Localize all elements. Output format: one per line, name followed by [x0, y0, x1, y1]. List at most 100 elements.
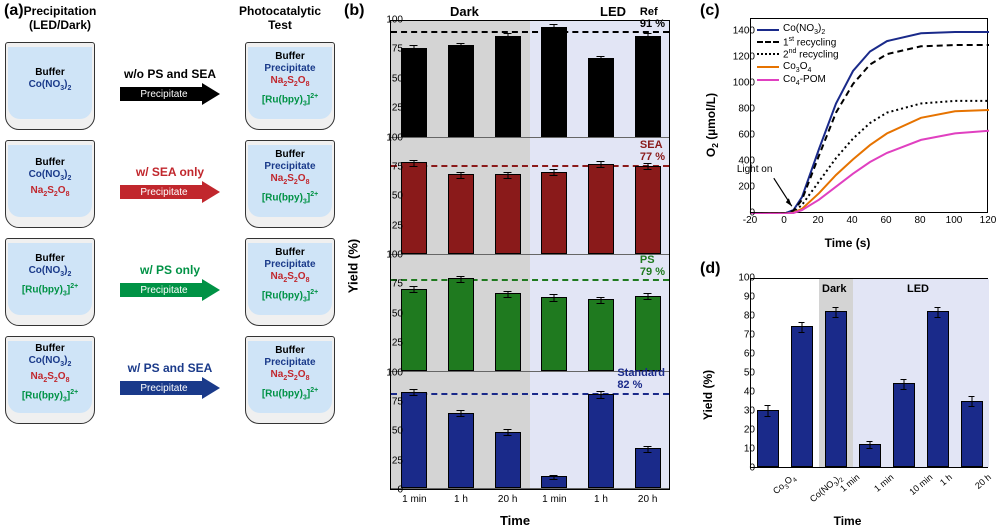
precipitate-arrow-icon: Precipitate: [120, 83, 220, 105]
beaker-right: BufferPrecipitateNa2S2O8[Ru(bpy)3]2+: [245, 238, 335, 326]
region-label: Dark: [822, 283, 846, 295]
beaker-right: BufferPrecipitateNa2S2O8[Ru(bpy)3]2+: [245, 336, 335, 424]
b-ytick: 25: [392, 455, 403, 466]
subpanel-ps: PS79 %: [391, 255, 669, 372]
region-label-dark: Dark: [450, 4, 479, 19]
bar: [635, 166, 661, 254]
bar: [588, 299, 614, 371]
bar: [588, 394, 614, 488]
d-ytick: 10: [744, 444, 755, 455]
beaker-left: BufferCo(NO3)2Na2S2O8: [5, 140, 95, 228]
beaker-left: BufferCo(NO3)2: [5, 42, 95, 130]
b-ytick: 25: [392, 220, 403, 231]
bar: [448, 45, 474, 137]
d-xtick: 1 min: [838, 472, 861, 494]
ref-line-label: Ref91 %: [640, 6, 665, 30]
c-ytick: 200: [738, 182, 755, 193]
bar: [893, 383, 915, 467]
b-ytick: 50: [392, 191, 403, 202]
bar: [541, 476, 567, 488]
d-y-axis-label: Yield (%): [701, 370, 715, 420]
bar: [757, 410, 779, 467]
precipitate-arrow-icon: Precipitate: [120, 279, 220, 301]
c-ytick: 600: [738, 130, 755, 141]
bar: [635, 448, 661, 488]
d-xtick: 1 h: [938, 472, 954, 488]
d-ytick: 70: [744, 330, 755, 341]
bar: [588, 164, 614, 254]
d-xtick: 10 min: [907, 472, 934, 497]
c-xtick: 20: [812, 215, 823, 226]
c-xtick: 60: [880, 215, 891, 226]
region-label: LED: [907, 283, 929, 295]
b-ytick: 100: [386, 132, 403, 143]
b-ytick: 50: [392, 308, 403, 319]
bar: [961, 401, 983, 468]
b-xtick: 1 h: [454, 494, 468, 505]
b-ytick: 75: [392, 44, 403, 55]
b-ytick: 25: [392, 338, 403, 349]
beaker-right: BufferPrecipitateNa2S2O8[Ru(bpy)3]2+: [245, 140, 335, 228]
b-xtick: 1 min: [542, 494, 566, 505]
b-xtick: 1 min: [402, 494, 426, 505]
heading-photocatalytic: Photocatalytic Test: [230, 4, 330, 32]
bar: [448, 413, 474, 488]
bar: [859, 444, 881, 467]
panel-b-chart: Dark LED Yield (%) Ref91 %SEA77 %PS79 %S…: [345, 0, 685, 532]
d-ytick: 0: [749, 463, 755, 474]
b-ytick: 75: [392, 279, 403, 290]
b-ytick: 0: [397, 485, 403, 496]
bar: [825, 311, 847, 467]
b-ytick: 100: [386, 15, 403, 26]
b-ytick: 100: [386, 250, 403, 261]
series-line: [751, 101, 989, 214]
d-ytick: 30: [744, 406, 755, 417]
c-ytick: 1400: [733, 26, 755, 37]
b-ytick: 100: [386, 367, 403, 378]
b-xtick: 20 h: [638, 494, 657, 505]
bar: [495, 36, 521, 137]
bar: [588, 58, 614, 137]
c-ytick: 400: [738, 156, 755, 167]
bar: [791, 326, 813, 467]
d-ytick: 80: [744, 311, 755, 322]
d-ytick: 100: [738, 273, 755, 284]
bar: [541, 172, 567, 254]
c-xtick: 120: [980, 215, 997, 226]
b-y-axis-label: Yield (%): [346, 239, 361, 293]
ref-line-label: Standard82 %: [617, 367, 665, 391]
panel-a-schematic: Precipitation (LED/Dark) Photocatalytic …: [5, 0, 335, 532]
bar: [541, 27, 567, 137]
d-ytick: 50: [744, 368, 755, 379]
schematic-row: BufferCo(NO3)2[Ru(bpy)3]2+w/ PS onlyPrec…: [5, 238, 335, 326]
b-ytick: 50: [392, 73, 403, 84]
bar: [927, 311, 949, 467]
arrow-condition-label: w/ PS only: [140, 263, 200, 277]
bar: [495, 293, 521, 371]
arrow-condition-label: w/ PS and SEA: [128, 361, 213, 375]
d-xtick: Co3O4: [771, 472, 799, 498]
bar: [401, 392, 427, 488]
ref-line-label: SEA77 %: [640, 139, 665, 163]
d-ytick: 40: [744, 387, 755, 398]
c-xtick: 0: [781, 215, 787, 226]
ref-line-label: PS79 %: [640, 254, 665, 278]
c-y-axis-label: O2 (µmol/L): [704, 93, 720, 157]
c-xtick: 80: [914, 215, 925, 226]
b-xtick: 20 h: [498, 494, 517, 505]
b-ytick: 75: [392, 396, 403, 407]
c-xtick: 40: [846, 215, 857, 226]
d-ytick: 20: [744, 425, 755, 436]
d-xtick: 1 min: [872, 472, 895, 494]
bar: [448, 174, 474, 254]
schematic-row: BufferCo(NO3)2Na2S2O8w/ SEA onlyPrecipit…: [5, 140, 335, 228]
arrow-condition-label: w/ SEA only: [136, 165, 204, 179]
c-ytick: 800: [738, 104, 755, 115]
subpanel-standard: Standard82 %: [391, 372, 669, 489]
d-ytick: 90: [744, 292, 755, 303]
c-ytick: 1200: [733, 52, 755, 63]
c-ytick: 1000: [733, 78, 755, 89]
schematic-row: BufferCo(NO3)2Na2S2O8[Ru(bpy)3]2+w/ PS a…: [5, 336, 335, 424]
bar: [401, 48, 427, 137]
arrow-condition-label: w/o PS and SEA: [124, 67, 216, 81]
